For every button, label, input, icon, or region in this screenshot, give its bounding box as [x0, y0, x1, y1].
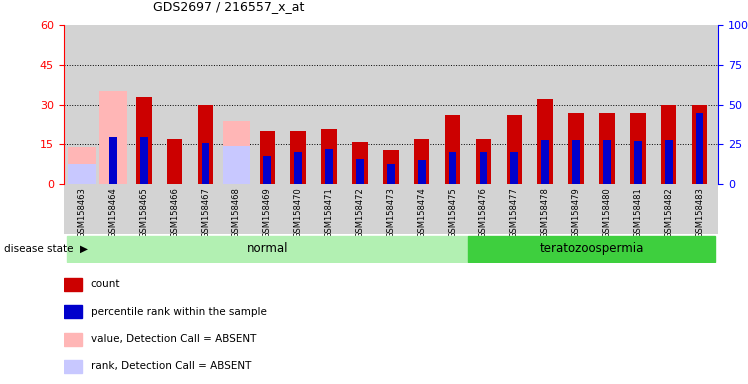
Bar: [572, 140, 580, 184]
Bar: [542, 140, 549, 184]
Text: normal: normal: [247, 242, 288, 255]
Bar: [68, 147, 96, 184]
Bar: [64, 278, 82, 291]
Bar: [468, 236, 715, 262]
Bar: [387, 164, 395, 184]
Bar: [295, 152, 302, 184]
Bar: [476, 139, 491, 184]
Bar: [202, 143, 209, 184]
Bar: [198, 104, 213, 184]
Bar: [634, 141, 642, 184]
Bar: [665, 140, 672, 184]
Text: percentile rank within the sample: percentile rank within the sample: [91, 307, 266, 317]
Bar: [599, 113, 615, 184]
Bar: [322, 129, 337, 184]
Bar: [290, 131, 306, 184]
Bar: [692, 104, 708, 184]
Text: rank, Detection Call = ABSENT: rank, Detection Call = ABSENT: [91, 361, 251, 371]
Bar: [167, 139, 183, 184]
Bar: [223, 146, 251, 184]
Bar: [506, 115, 522, 184]
Bar: [263, 156, 272, 184]
Bar: [603, 140, 611, 184]
Bar: [445, 115, 460, 184]
Bar: [223, 121, 251, 184]
Bar: [99, 91, 127, 184]
Text: value, Detection Call = ABSENT: value, Detection Call = ABSENT: [91, 334, 256, 344]
Bar: [510, 152, 518, 184]
Bar: [352, 142, 368, 184]
Bar: [325, 149, 333, 184]
Bar: [449, 152, 456, 184]
Text: count: count: [91, 280, 120, 290]
Bar: [260, 131, 275, 184]
Bar: [136, 97, 152, 184]
Bar: [109, 137, 117, 184]
Text: GDS2697 / 216557_x_at: GDS2697 / 216557_x_at: [153, 0, 304, 13]
Bar: [696, 113, 703, 184]
Bar: [538, 99, 553, 184]
Bar: [356, 159, 364, 184]
Bar: [67, 236, 468, 262]
Bar: [630, 113, 646, 184]
Bar: [140, 137, 147, 184]
Text: teratozoospermia: teratozoospermia: [539, 242, 644, 255]
Bar: [661, 104, 676, 184]
Bar: [383, 150, 399, 184]
Bar: [414, 139, 429, 184]
Bar: [418, 161, 426, 184]
Bar: [64, 305, 82, 318]
Bar: [568, 113, 583, 184]
Text: disease state  ▶: disease state ▶: [4, 243, 88, 254]
Bar: [479, 152, 487, 184]
Bar: [64, 333, 82, 346]
Bar: [64, 360, 82, 373]
Bar: [68, 164, 96, 184]
